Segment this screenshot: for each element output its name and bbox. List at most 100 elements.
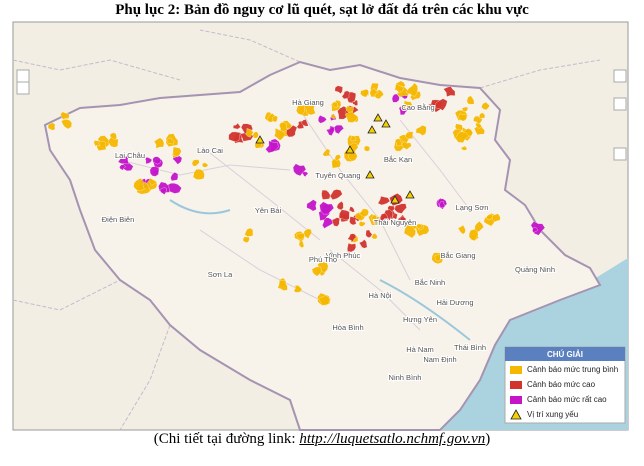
risk-area: [371, 233, 378, 240]
map-controls: [16, 69, 627, 161]
risk-area: [193, 169, 205, 180]
risk-area: [329, 189, 343, 200]
risk-area: [293, 285, 303, 293]
risk-area: [336, 201, 344, 211]
risk-area: [133, 178, 145, 192]
legend-items: Cảnh báo mức trung bình Cảnh báo mức cao C…: [510, 365, 618, 420]
risk-area: [405, 131, 414, 139]
risk-area: [457, 224, 466, 235]
risk-area: [377, 196, 391, 206]
risk-area: [358, 239, 368, 249]
place-label: Sơn La: [208, 270, 233, 279]
place-label: Điện Biên: [102, 215, 135, 224]
warning-site: [405, 190, 415, 199]
risk-area: [319, 201, 335, 215]
risk-area: [301, 119, 309, 127]
risk-area: [399, 216, 407, 226]
legend-swatch: [510, 409, 522, 420]
legend-swatch: [510, 366, 522, 374]
risk-area: [485, 213, 494, 221]
risk-area: [455, 131, 470, 143]
risk-area: [358, 208, 369, 217]
risk-area: [330, 114, 337, 119]
risk-area: [325, 126, 335, 136]
river: [169, 199, 471, 341]
risk-area: [148, 178, 158, 186]
risk-area: [365, 229, 373, 238]
risk-area: [351, 99, 358, 106]
place-label: Hà Nội: [369, 291, 392, 300]
risk-area: [344, 111, 359, 123]
risk-area: [401, 100, 413, 111]
place-label: Ninh Bình: [389, 373, 422, 382]
warning-site: [373, 113, 383, 122]
warning-site: [255, 135, 265, 144]
place-label: Lào Cai: [197, 146, 223, 155]
risk-area: [286, 125, 298, 138]
risk-area: [298, 239, 305, 249]
place-label: Bắc Ninh: [415, 278, 445, 287]
risk-area: [394, 203, 407, 214]
place-labels: Hà Giang Cao Bằng Lào Cai Bắc Kạn Tuyên Quan…: [101, 97, 556, 383]
risk-area: [378, 213, 390, 225]
legend-header: [505, 347, 625, 361]
province-border: [119, 109, 471, 331]
risk-area: [279, 122, 288, 132]
risk-area: [317, 261, 329, 274]
place-label: Hà Nam: [406, 345, 434, 354]
risk-area: [318, 295, 330, 306]
risk-area: [306, 199, 317, 212]
risk-area: [347, 242, 357, 254]
risk-area: [371, 214, 377, 222]
place-label: Vĩnh Phúc: [326, 251, 361, 260]
caption-link[interactable]: http://luquetsatlo.nchmf.gov.vn: [299, 431, 486, 447]
risk-area: [318, 115, 327, 124]
place-label: Yên Bái: [255, 206, 282, 215]
risk-area: [461, 106, 468, 113]
fullscreen-button[interactable]: [613, 147, 627, 161]
warning-site: [381, 119, 391, 128]
caption-suffix: ): [485, 431, 491, 447]
risk-area: [443, 86, 456, 98]
risk-area: [350, 135, 357, 142]
layers-button[interactable]: [613, 69, 627, 83]
place-label: Thái Nguyên: [374, 218, 417, 227]
risk-area: [403, 224, 416, 239]
risk-area: [394, 138, 403, 147]
risk-area: [301, 171, 309, 178]
risk-area: [172, 146, 182, 157]
map: Hà Giang Cao Bằng Lào Cai Bắc Kạn Tuyên Quan…: [12, 21, 629, 431]
risk-area: [152, 156, 162, 165]
risk-area: [405, 82, 418, 98]
risk-area: [321, 189, 331, 200]
collapse-button[interactable]: [16, 81, 30, 95]
risk-area: [435, 98, 448, 111]
place-label: Hưng Yên: [403, 315, 437, 324]
risk-area: [415, 125, 427, 136]
risk-area: [349, 206, 355, 213]
title: Phụ lục 2: Bản đồ nguy cơ lũ quét, sạt l…: [115, 2, 529, 18]
risk-area: [149, 166, 160, 177]
risk-area: [334, 124, 344, 134]
risk-area: [401, 141, 412, 150]
risk-area: [166, 137, 175, 145]
risk-areas: [47, 80, 546, 306]
risk-area: [265, 140, 279, 154]
risk-area: [202, 162, 209, 168]
place-label: Bắc Giang: [440, 251, 475, 260]
risk-area: [358, 221, 366, 227]
risk-area: [228, 131, 241, 142]
print-button[interactable]: [613, 97, 627, 111]
risk-area: [61, 119, 72, 130]
risk-area: [347, 233, 357, 242]
risk-area: [334, 154, 341, 161]
risk-area: [461, 145, 468, 151]
place-label: Tuyên Quang: [315, 171, 360, 180]
expand-button[interactable]: [16, 69, 30, 83]
risk-area: [93, 140, 100, 147]
place-label: Lạng Sơn: [456, 203, 489, 212]
risk-area: [296, 233, 305, 240]
risk-area: [322, 148, 331, 157]
risk-area: [416, 223, 423, 229]
place-label: Cao Bằng: [401, 103, 434, 112]
